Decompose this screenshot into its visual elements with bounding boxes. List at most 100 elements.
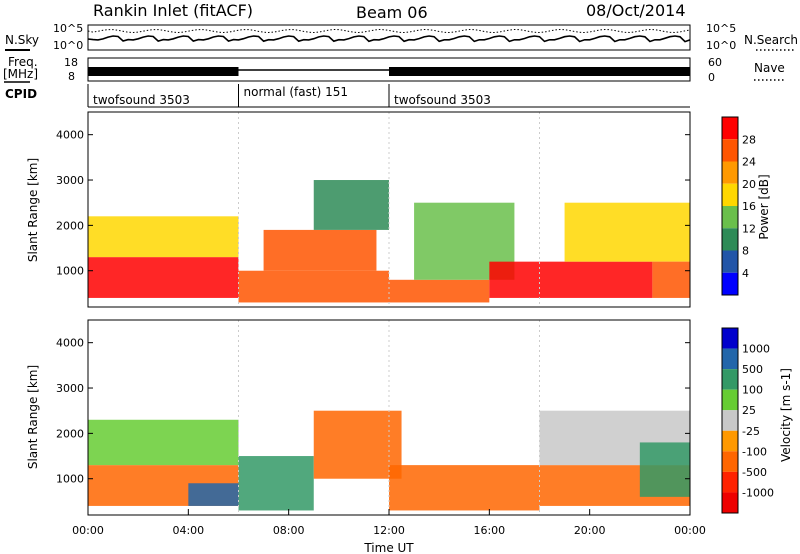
colorbar-swatch	[722, 451, 738, 472]
velocity-data-bands	[88, 320, 690, 515]
colorbar-tick-label: -1000	[742, 486, 774, 499]
noise-panel	[87, 24, 691, 51]
colorbar-swatch	[722, 348, 738, 370]
date-title: 08/Oct/2014	[586, 1, 686, 20]
x-tick-label: 16:00	[473, 524, 505, 537]
colorbar-swatch	[722, 369, 738, 390]
noise-left-tick-top: 10^5	[53, 22, 83, 35]
colorbar-tick-label: -500	[742, 466, 767, 479]
nave-tick-top: 60	[708, 56, 722, 69]
colorbar-swatch	[722, 250, 738, 273]
freq-label-top: Freq.	[8, 55, 38, 69]
data-band	[389, 465, 540, 511]
colorbar-swatch	[722, 389, 738, 411]
colorbar-frame	[721, 116, 739, 296]
colorbar-tick-label: 25	[742, 404, 756, 417]
power-data-bands	[88, 112, 690, 307]
power-y-axis: 1000 2000 3000 4000	[56, 129, 690, 278]
cpid-segment-label: twofsound 3503	[394, 93, 491, 107]
y-tick-label: 4000	[56, 129, 84, 142]
colorbar-swatch	[722, 117, 738, 140]
noise-left-label: N.Sky	[5, 33, 39, 47]
y-tick-label: 2000	[56, 427, 84, 440]
nave-tick-bottom: 0	[708, 71, 715, 84]
colorbar-tick-label: 4	[742, 267, 749, 280]
colorbar-tick-label: 24	[742, 156, 756, 169]
noise-right-tick-top: 10^5	[706, 22, 736, 35]
colorbar-swatch	[722, 228, 738, 251]
freq-label-unit: [MHz]	[3, 67, 38, 81]
noise-right-label: N.Search	[744, 33, 798, 47]
power-panel-frame	[87, 111, 691, 308]
data-band	[313, 410, 402, 479]
colorbar-tick-label: 8	[742, 245, 749, 258]
data-band	[238, 456, 314, 511]
y-tick-label: 1000	[56, 265, 84, 278]
noise-sky-trace	[87, 35, 691, 43]
velocity-colorbar: 1000 500 100 25 -25 -100 -500 -1000	[721, 327, 774, 514]
x-axis-label: Time UT	[363, 541, 414, 554]
data-band	[489, 261, 653, 298]
beam-title: Beam 06	[356, 3, 428, 22]
power-colorbar-label: Power [dB]	[757, 174, 771, 239]
velocity-x-axis: 00:00 04:00 08:00 12:00 16:00 20:00 00:00	[72, 509, 706, 537]
colorbar-swatch	[722, 471, 738, 493]
x-tick-label: 08:00	[273, 524, 305, 537]
data-band	[88, 419, 239, 466]
data-band	[88, 257, 239, 298]
y-tick-label: 2000	[56, 219, 84, 232]
noise-traces	[87, 28, 691, 43]
nave-label: Nave	[754, 61, 785, 75]
noise-left-tick-bottom: 10^0	[53, 39, 83, 52]
x-tick-label: 12:00	[373, 524, 405, 537]
data-band	[389, 279, 490, 303]
cpid-label: CPID	[5, 87, 37, 101]
colorbar-swatch	[722, 139, 738, 162]
x-tick-label: 00:00	[674, 524, 706, 537]
colorbar-swatch	[722, 183, 738, 206]
data-band	[88, 216, 239, 258]
data-band	[564, 202, 690, 262]
cpid-segment-label: normal (fast) 151	[244, 85, 348, 99]
colorbar-tick-label: 20	[742, 178, 756, 191]
data-band	[238, 270, 389, 303]
freq-tick-bottom: 8	[68, 70, 75, 83]
colorbar-swatch	[722, 328, 738, 349]
freq-trace-block	[88, 67, 239, 76]
power-colorbar: 4 8 12 16 20 24 28	[721, 116, 756, 296]
colorbar-tick-label: 1000	[742, 343, 770, 356]
y-tick-label: 4000	[56, 337, 84, 350]
data-band	[639, 442, 690, 497]
colorbar-swatch	[722, 161, 738, 184]
x-tick-label: 04:00	[172, 524, 204, 537]
y-tick-label: 1000	[56, 473, 84, 486]
velocity-y-axis: 1000 2000 3000 4000	[56, 337, 690, 486]
colorbar-swatch	[722, 430, 738, 452]
data-band	[652, 261, 690, 298]
colorbar-tick-label: -25	[742, 425, 760, 438]
colorbar-tick-label: 16	[742, 200, 756, 213]
colorbar-tick-label: 28	[742, 133, 756, 146]
site-title: Rankin Inlet (fitACF)	[93, 1, 253, 20]
noise-right-tick-bottom: 10^0	[706, 39, 736, 52]
colorbar-tick-label: -100	[742, 445, 767, 458]
data-band	[188, 483, 239, 506]
colorbar-swatch	[722, 206, 738, 229]
y-tick-label: 3000	[56, 174, 84, 187]
velocity-colorbar-label: Velocity [m s-1]	[779, 368, 793, 462]
freq-traces	[88, 67, 690, 76]
power-y-label: Slant Range [km]	[26, 158, 40, 262]
y-tick-label: 3000	[56, 382, 84, 395]
colorbar-tick-label: 500	[742, 363, 763, 376]
data-band	[263, 229, 377, 271]
colorbar-tick-label: 12	[742, 222, 756, 235]
noise-search-trace	[87, 28, 691, 34]
x-tick-label: 00:00	[72, 524, 104, 537]
colorbar-swatch	[722, 492, 738, 513]
freq-trace-block	[389, 67, 690, 76]
velocity-y-label: Slant Range [km]	[26, 365, 40, 469]
cpid-strip: twofsound 3503 normal (fast) 151 twofsound…	[87, 84, 690, 108]
colorbar-frame	[721, 327, 739, 514]
cpid-segment-label: twofsound 3503	[93, 93, 190, 107]
